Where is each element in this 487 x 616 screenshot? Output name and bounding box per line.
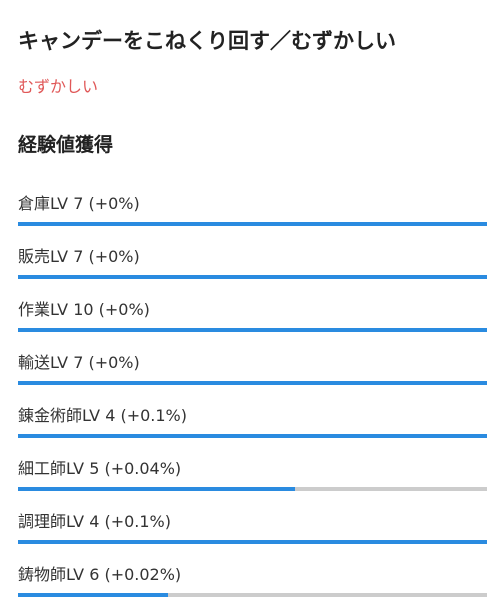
exp-progress-bar <box>18 434 487 438</box>
exp-item-alchemist: 錬金術師LV 4 (+0.1%) <box>18 404 487 457</box>
exp-progress-bar <box>18 540 487 544</box>
exp-progress-bar <box>18 222 487 226</box>
exp-label: 調理師LV 4 (+0.1%) <box>18 512 171 531</box>
page-title: キャンデーをこねくり回す／むずかしい <box>18 29 396 53</box>
exp-label: 鋳物師LV 6 (+0.02%) <box>18 565 182 584</box>
exp-label: 細工師LV 5 (+0.04%) <box>18 459 182 478</box>
exp-label: 販売LV 7 (+0%) <box>18 247 140 266</box>
difficulty-label: むずかしい <box>18 77 99 96</box>
exp-list: 倉庫LV 7 (+0%) 販売LV 7 (+0%) 作業LV 10 (+0%) … <box>18 192 487 616</box>
exp-item-craftsman: 細工師LV 5 (+0.04%) <box>18 457 487 510</box>
exp-progress-bar <box>18 275 487 279</box>
exp-progress-fill <box>18 487 295 491</box>
exp-progress-fill <box>18 540 487 544</box>
exp-progress-bar <box>18 487 487 491</box>
exp-progress-fill <box>18 593 169 597</box>
exp-progress-bar <box>18 593 487 597</box>
exp-progress-fill <box>18 222 487 226</box>
exp-progress-fill <box>18 328 487 332</box>
exp-label: 作業LV 10 (+0%) <box>18 300 150 319</box>
exp-progress-fill <box>18 275 487 279</box>
exp-item-caster: 鋳物師LV 6 (+0.02%) <box>18 563 487 616</box>
exp-item-storage: 倉庫LV 7 (+0%) <box>18 192 487 245</box>
exp-item-work: 作業LV 10 (+0%) <box>18 298 487 351</box>
exp-progress-fill <box>18 381 487 385</box>
exp-label: 倉庫LV 7 (+0%) <box>18 194 140 213</box>
exp-progress-fill <box>18 434 487 438</box>
exp-item-cook: 調理師LV 4 (+0.1%) <box>18 510 487 563</box>
exp-progress-bar <box>18 381 487 385</box>
exp-label: 錬金術師LV 4 (+0.1%) <box>18 406 187 425</box>
exp-progress-bar <box>18 328 487 332</box>
exp-item-transport: 輸送LV 7 (+0%) <box>18 351 487 404</box>
exp-section-heading: 経験値獲得 <box>18 134 114 156</box>
exp-item-sales: 販売LV 7 (+0%) <box>18 245 487 298</box>
exp-label: 輸送LV 7 (+0%) <box>18 353 140 372</box>
